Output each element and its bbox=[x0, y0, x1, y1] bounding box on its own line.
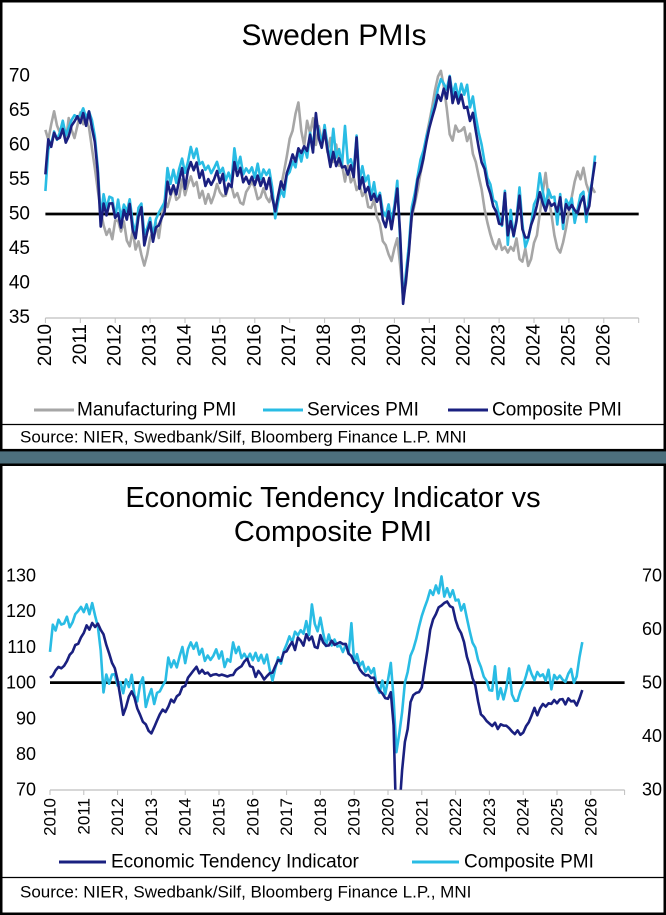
svg-text:2024: 2024 bbox=[514, 798, 533, 836]
svg-text:2010: 2010 bbox=[35, 324, 56, 366]
svg-text:2019: 2019 bbox=[345, 798, 364, 836]
svg-text:2020: 2020 bbox=[384, 324, 405, 366]
svg-text:80: 80 bbox=[16, 744, 36, 764]
svg-text:Services PMI: Services PMI bbox=[307, 400, 419, 421]
svg-text:100: 100 bbox=[6, 673, 36, 693]
svg-text:2023: 2023 bbox=[489, 324, 510, 366]
svg-text:2015: 2015 bbox=[209, 324, 230, 366]
svg-text:Economic Tendency Indicator vs: Economic Tendency Indicator vs bbox=[125, 482, 540, 514]
svg-text:2019: 2019 bbox=[349, 324, 370, 366]
svg-text:65: 65 bbox=[9, 100, 30, 121]
svg-text:2016: 2016 bbox=[244, 324, 265, 366]
svg-text:60: 60 bbox=[9, 134, 30, 155]
svg-text:2025: 2025 bbox=[548, 798, 567, 836]
svg-text:2011: 2011 bbox=[74, 798, 93, 835]
svg-text:2010: 2010 bbox=[41, 798, 60, 836]
svg-text:2012: 2012 bbox=[108, 798, 127, 836]
svg-text:2014: 2014 bbox=[175, 324, 196, 367]
svg-text:2014: 2014 bbox=[176, 798, 195, 836]
svg-text:120: 120 bbox=[6, 601, 36, 621]
svg-text:2022: 2022 bbox=[454, 324, 475, 366]
svg-text:Composite PMI: Composite PMI bbox=[464, 852, 594, 873]
svg-text:70: 70 bbox=[16, 780, 36, 800]
svg-text:Manufacturing PMI: Manufacturing PMI bbox=[77, 400, 236, 421]
svg-text:2018: 2018 bbox=[314, 324, 335, 366]
svg-text:2023: 2023 bbox=[480, 798, 499, 836]
svg-text:2016: 2016 bbox=[243, 798, 262, 836]
svg-text:Source: NIER, Swedbank/Silf, B: Source: NIER, Swedbank/Silf, Bloomberg F… bbox=[20, 428, 467, 447]
svg-text:2011: 2011 bbox=[70, 324, 91, 365]
svg-text:2024: 2024 bbox=[524, 324, 545, 367]
svg-text:50: 50 bbox=[9, 204, 30, 225]
svg-text:45: 45 bbox=[9, 238, 30, 259]
svg-text:30: 30 bbox=[642, 780, 662, 800]
svg-text:110: 110 bbox=[7, 637, 36, 657]
svg-text:2015: 2015 bbox=[210, 798, 229, 836]
svg-text:70: 70 bbox=[9, 65, 30, 86]
svg-text:35: 35 bbox=[9, 307, 30, 328]
svg-text:2026: 2026 bbox=[593, 324, 614, 366]
svg-text:90: 90 bbox=[16, 708, 36, 728]
svg-text:Economic Tendency Indicator: Economic Tendency Indicator bbox=[111, 852, 360, 873]
svg-text:Sweden PMIs: Sweden PMIs bbox=[241, 19, 426, 52]
svg-text:2012: 2012 bbox=[105, 324, 126, 366]
svg-text:50: 50 bbox=[642, 673, 662, 693]
svg-text:2013: 2013 bbox=[142, 798, 161, 836]
svg-text:2020: 2020 bbox=[379, 798, 398, 836]
svg-text:60: 60 bbox=[642, 619, 662, 639]
svg-text:2017: 2017 bbox=[279, 324, 300, 366]
svg-text:2013: 2013 bbox=[140, 324, 161, 366]
svg-text:130: 130 bbox=[6, 566, 36, 586]
svg-text:Composite PMI: Composite PMI bbox=[492, 400, 622, 421]
svg-text:2026: 2026 bbox=[581, 798, 600, 836]
svg-text:2025: 2025 bbox=[558, 324, 579, 366]
svg-text:2018: 2018 bbox=[311, 798, 330, 836]
svg-text:2021: 2021 bbox=[419, 324, 440, 366]
svg-text:2017: 2017 bbox=[277, 798, 296, 836]
svg-text:55: 55 bbox=[9, 169, 30, 190]
svg-text:70: 70 bbox=[642, 566, 662, 586]
svg-text:Composite PMI: Composite PMI bbox=[234, 516, 432, 548]
svg-text:40: 40 bbox=[9, 273, 30, 294]
svg-text:40: 40 bbox=[642, 726, 662, 746]
svg-text:Source: NIER, Swedbank/Silf, B: Source: NIER, Swedbank/Silf, Bloomberg F… bbox=[20, 883, 471, 902]
svg-text:2022: 2022 bbox=[446, 798, 465, 836]
svg-text:2021: 2021 bbox=[412, 798, 431, 836]
